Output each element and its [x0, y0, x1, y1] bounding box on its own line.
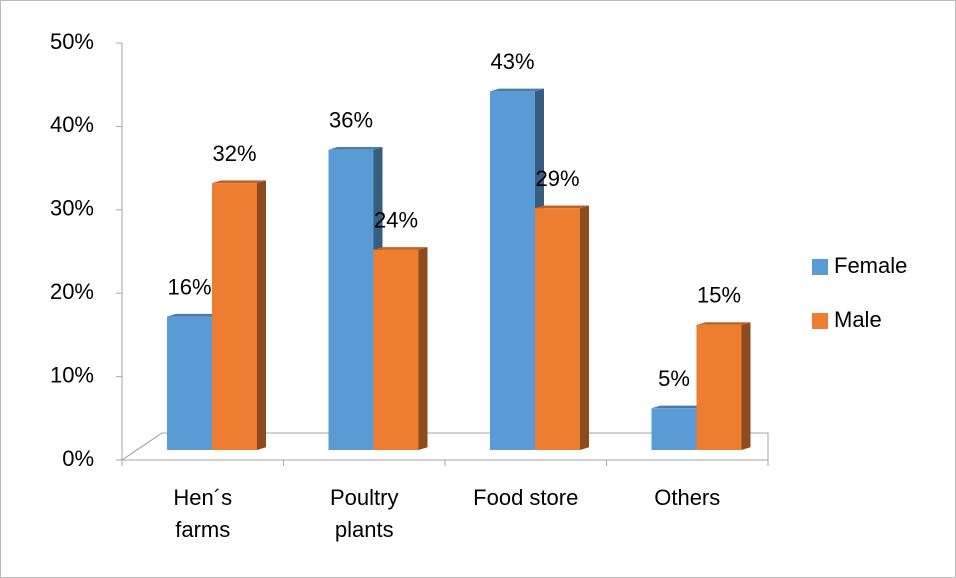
bar-top [212, 180, 266, 184]
value-label: 24% [374, 208, 418, 233]
value-label: 5% [658, 366, 690, 391]
bar-top [535, 205, 589, 209]
x-tick-label: Others [654, 485, 721, 510]
floor-back [120, 432, 769, 461]
value-label: 36% [329, 108, 373, 133]
value-label: 29% [535, 166, 579, 191]
bar [328, 149, 374, 450]
y-tick-label: 10% [50, 362, 94, 387]
bar [535, 208, 580, 450]
legend-swatch [812, 259, 828, 275]
bar-top [328, 147, 383, 150]
x-tick-label: Hen´s farms [173, 485, 233, 542]
bar [373, 249, 419, 450]
legend-swatch [812, 313, 828, 329]
y-tick-label: 40% [50, 112, 94, 137]
bar-top [167, 313, 221, 317]
bar-top [490, 88, 544, 92]
legend-label: Female [834, 253, 907, 278]
bar [696, 324, 742, 450]
y-tick-label: 20% [50, 279, 94, 304]
bar-top [373, 247, 428, 250]
value-label: 43% [490, 49, 534, 74]
bar [651, 408, 697, 450]
y-tick-label: 50% [50, 29, 94, 54]
bar [490, 91, 535, 450]
bar-top [651, 405, 706, 409]
bar-top [696, 322, 751, 325]
x-tick-label: Poultry plants [330, 485, 399, 542]
y-tick-label: 0% [62, 446, 94, 471]
value-label: 16% [167, 274, 211, 299]
value-label: 15% [697, 283, 741, 308]
bar [212, 183, 257, 450]
bar-side [741, 322, 751, 450]
bar-side [580, 205, 589, 450]
bar-side [257, 180, 266, 451]
bar-side [418, 247, 428, 450]
bar [167, 316, 212, 450]
y-tick-label: 30% [50, 196, 94, 221]
x-tick-label: Food store [473, 485, 579, 510]
value-label: 32% [212, 141, 256, 166]
legend-label: Male [834, 307, 882, 332]
